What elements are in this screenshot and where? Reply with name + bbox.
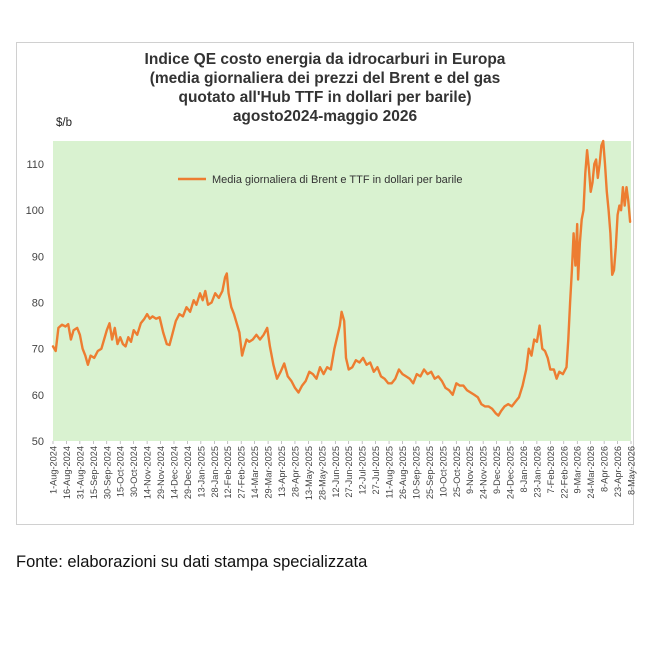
series-group bbox=[51, 139, 632, 417]
x-tick-label: 29-Mar-2025 bbox=[264, 446, 274, 499]
x-tick-label: 24-Mar-2026 bbox=[586, 446, 596, 499]
x-tick-label: 28-Jan-2025 bbox=[210, 446, 220, 498]
x-tick-label: 9-Nov-2025 bbox=[465, 446, 475, 494]
x-tick-label: 25-Sep-2025 bbox=[425, 446, 435, 499]
x-tick-label: 24-Dec-2025 bbox=[506, 446, 516, 499]
x-tick-label: 31-Aug-2024 bbox=[75, 446, 85, 499]
x-tick-label: 10-Oct-2025 bbox=[438, 446, 448, 497]
x-tick-label: 16-Aug-2024 bbox=[62, 446, 72, 499]
x-tick-label: 13-Apr-2025 bbox=[277, 446, 287, 497]
x-tick-label: 13-Jan-2025 bbox=[196, 446, 206, 498]
title-line-4: agosto2024-maggio 2026 bbox=[233, 108, 418, 125]
title-line-3: quotato all'Hub TTF in dollari per baril… bbox=[178, 89, 471, 106]
chart-title: Indice QE costo energia da idrocarburi i… bbox=[145, 51, 506, 125]
title-line-1: Indice QE costo energia da idrocarburi i… bbox=[145, 51, 506, 68]
source-note: Fonte: elaborazioni su dati stampa speci… bbox=[16, 553, 368, 571]
x-tick-label: 29-Nov-2024 bbox=[156, 446, 166, 499]
x-tick-label: 28-Apr-2025 bbox=[290, 446, 300, 497]
x-tick-label: 14-Mar-2025 bbox=[250, 446, 260, 499]
x-tick-label: 27-Feb-2025 bbox=[237, 446, 247, 499]
x-tick-label: 10-Sep-2025 bbox=[411, 446, 421, 499]
x-tick-label: 24-Nov-2025 bbox=[479, 446, 489, 499]
x-tick-label: 23-Jan-2026 bbox=[532, 446, 542, 498]
x-tick-label: 25-Oct-2025 bbox=[452, 446, 462, 497]
y-tick-label: 100 bbox=[26, 205, 44, 217]
x-tick-label: 29-Dec-2024 bbox=[183, 446, 193, 499]
x-tick-label: 13-May-2025 bbox=[304, 446, 314, 500]
x-tick-label: 11-Aug-2025 bbox=[385, 446, 395, 498]
x-tick-label: 14-Nov-2024 bbox=[143, 446, 153, 499]
x-tick-label: 30-Sep-2024 bbox=[102, 446, 112, 499]
x-tick-label: 15-Oct-2024 bbox=[116, 446, 126, 497]
y-axis-label: $/b bbox=[56, 117, 72, 129]
x-tick-label: 23-Apr-2026 bbox=[613, 446, 623, 497]
x-tick-label: 1-Aug-2024 bbox=[49, 446, 59, 494]
x-tick-label: 12-Jun-2025 bbox=[331, 446, 341, 498]
x-tick-label: 8-Jan-2026 bbox=[519, 446, 529, 492]
x-tick-label: 8-May-2026 bbox=[627, 446, 637, 495]
x-tick-label: 22-Feb-2026 bbox=[559, 446, 569, 499]
y-tick-label: 60 bbox=[32, 390, 44, 402]
y-tick-label: 70 bbox=[32, 344, 44, 356]
y-axis-ticks: 50 60 70 80 90 100 110 bbox=[26, 159, 44, 448]
y-tick-label: 110 bbox=[26, 159, 44, 171]
x-tick-label: 26-Aug-2025 bbox=[398, 446, 408, 499]
x-tick-label: 9-Mar-2026 bbox=[573, 446, 583, 494]
legend-label: Media giornaliera di Brent e TTF in doll… bbox=[212, 174, 462, 186]
x-tick-label: 9-Dec-2025 bbox=[492, 446, 502, 494]
x-tick-label: 12-Feb-2025 bbox=[223, 446, 233, 499]
y-tick-label: 50 bbox=[32, 436, 44, 448]
plot-area bbox=[53, 141, 631, 441]
x-tick-label: 12-Jul-2025 bbox=[358, 446, 368, 495]
x-tick-label: 8-Apr-2026 bbox=[600, 446, 610, 492]
legend: Media giornaliera di Brent e TTF in doll… bbox=[178, 174, 462, 186]
x-axis-ticks: 1-Aug-2024 16-Aug-2024 31-Aug-2024 15-Sep-2… bbox=[49, 441, 637, 500]
x-tick-label: 27-Jul-2025 bbox=[371, 446, 381, 495]
series-line-1 bbox=[51, 139, 632, 417]
title-line-2: (media giornaliera dei prezzi del Brent … bbox=[150, 70, 501, 87]
x-tick-label: 14-Dec-2024 bbox=[169, 446, 179, 499]
y-tick-label: 80 bbox=[32, 298, 44, 310]
x-tick-label: 15-Sep-2024 bbox=[89, 446, 99, 499]
x-tick-label: 7-Feb-2026 bbox=[546, 446, 556, 494]
x-tick-label: 28-May-2025 bbox=[317, 446, 327, 500]
x-tick-label: 30-Oct-2024 bbox=[129, 446, 139, 497]
y-tick-label: 90 bbox=[32, 251, 44, 263]
x-tick-label: 27-Jun-2025 bbox=[344, 446, 354, 498]
